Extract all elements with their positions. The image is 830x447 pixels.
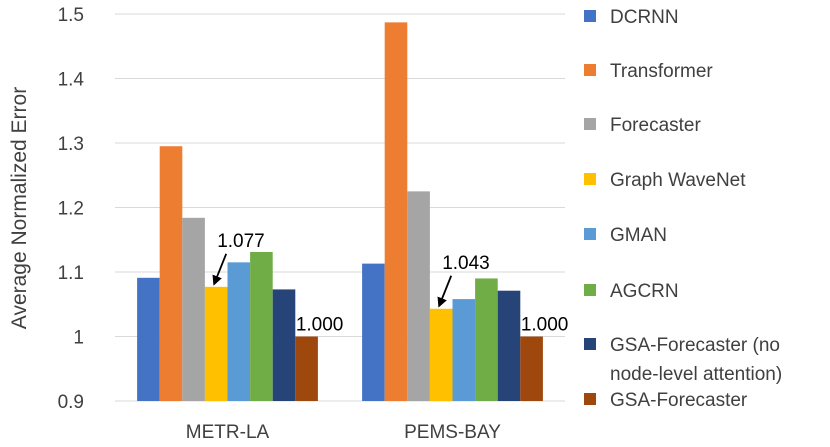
legend-label: DCRNN <box>610 7 679 28</box>
y-tick-label: 1.3 <box>58 134 84 155</box>
y-tick-label: 1.2 <box>58 199 84 220</box>
legend-label: Graph WaveNet <box>610 170 746 191</box>
y-tick-label: 1.1 <box>58 263 84 284</box>
bar-pems-bay-series-3 <box>429 308 453 401</box>
data-label: 1.000 <box>521 315 569 336</box>
legend-label: AGCRN <box>610 281 679 302</box>
y-tick-label: 1.4 <box>58 70 85 91</box>
annotations: 1.077 1.000 1.043 1.000 <box>212 231 569 336</box>
bar-metr-la-series-2 <box>182 217 205 401</box>
legend-item: AGCRN <box>584 281 679 302</box>
x-tick-label: METR-LA <box>186 422 270 443</box>
annotation-arrow <box>437 275 453 308</box>
bar-pems-bay-series-6 <box>497 290 521 401</box>
legend-label: GSA-Forecaster <box>610 390 748 411</box>
legend-item: Graph WaveNet <box>584 170 746 191</box>
data-label: 1.077 <box>217 231 265 252</box>
data-label: 1.000 <box>296 315 344 336</box>
legend-swatch <box>584 284 596 296</box>
bar-pems-bay-series-2 <box>407 191 430 401</box>
bar-pems-bay-series-5 <box>475 278 498 401</box>
bar-pems-bay-series-0 <box>362 263 385 401</box>
legend-item: DCRNN <box>584 7 679 28</box>
legend-item: GSA-Forecaster <box>584 390 748 411</box>
legend-label: Forecaster <box>610 115 701 136</box>
legend-item: Transformer <box>584 61 713 82</box>
y-axis-label: Average Normalized Error <box>8 87 31 329</box>
bar-metr-la-series-7 <box>295 336 318 401</box>
bar-metr-la-series-3 <box>204 286 228 401</box>
x-tick-label: PEMS-BAY <box>404 422 501 443</box>
legend-label: node-level attention) <box>610 364 782 385</box>
bar-pems-bay-series-1 <box>384 22 408 401</box>
legend-swatch <box>584 118 596 130</box>
y-tick-label: 1.5 <box>58 5 84 26</box>
data-label: 1.043 <box>442 253 490 274</box>
bar-metr-la-series-5 <box>250 252 273 401</box>
bars <box>137 22 543 401</box>
legend-swatch <box>584 10 596 22</box>
legend-swatch <box>584 393 596 405</box>
y-tick-label: 0.9 <box>58 392 84 413</box>
legend-label: Transformer <box>610 61 713 82</box>
legend-label: GMAN <box>610 225 667 246</box>
y-axis-ticks: 0.9 1 1.1 1.2 1.3 1.4 1.5 <box>58 5 85 413</box>
bar-metr-la-series-0 <box>137 277 160 401</box>
bar-pems-bay-series-7 <box>520 336 543 401</box>
legend-item: Forecaster <box>584 115 701 136</box>
bar-metr-la-series-4 <box>227 262 251 401</box>
legend-swatch <box>584 64 596 76</box>
legend-swatch <box>584 338 596 350</box>
bar-metr-la-series-1 <box>159 146 183 401</box>
bar-pems-bay-series-4 <box>452 299 476 401</box>
legend: DCRNN Transformer Forecaster Graph WaveNet G… <box>584 7 782 411</box>
legend-item: GSA-Forecaster (no node-level attention) <box>584 335 782 385</box>
x-axis-ticks: METR-LA PEMS-BAY <box>186 422 501 443</box>
bar-metr-la-series-6 <box>272 289 296 401</box>
legend-swatch <box>584 228 596 240</box>
legend-item: GMAN <box>584 225 667 246</box>
annotation-arrow <box>212 253 228 286</box>
legend-swatch <box>584 173 596 185</box>
legend-label: GSA-Forecaster (no <box>610 335 780 356</box>
y-tick-label: 1 <box>73 328 84 349</box>
